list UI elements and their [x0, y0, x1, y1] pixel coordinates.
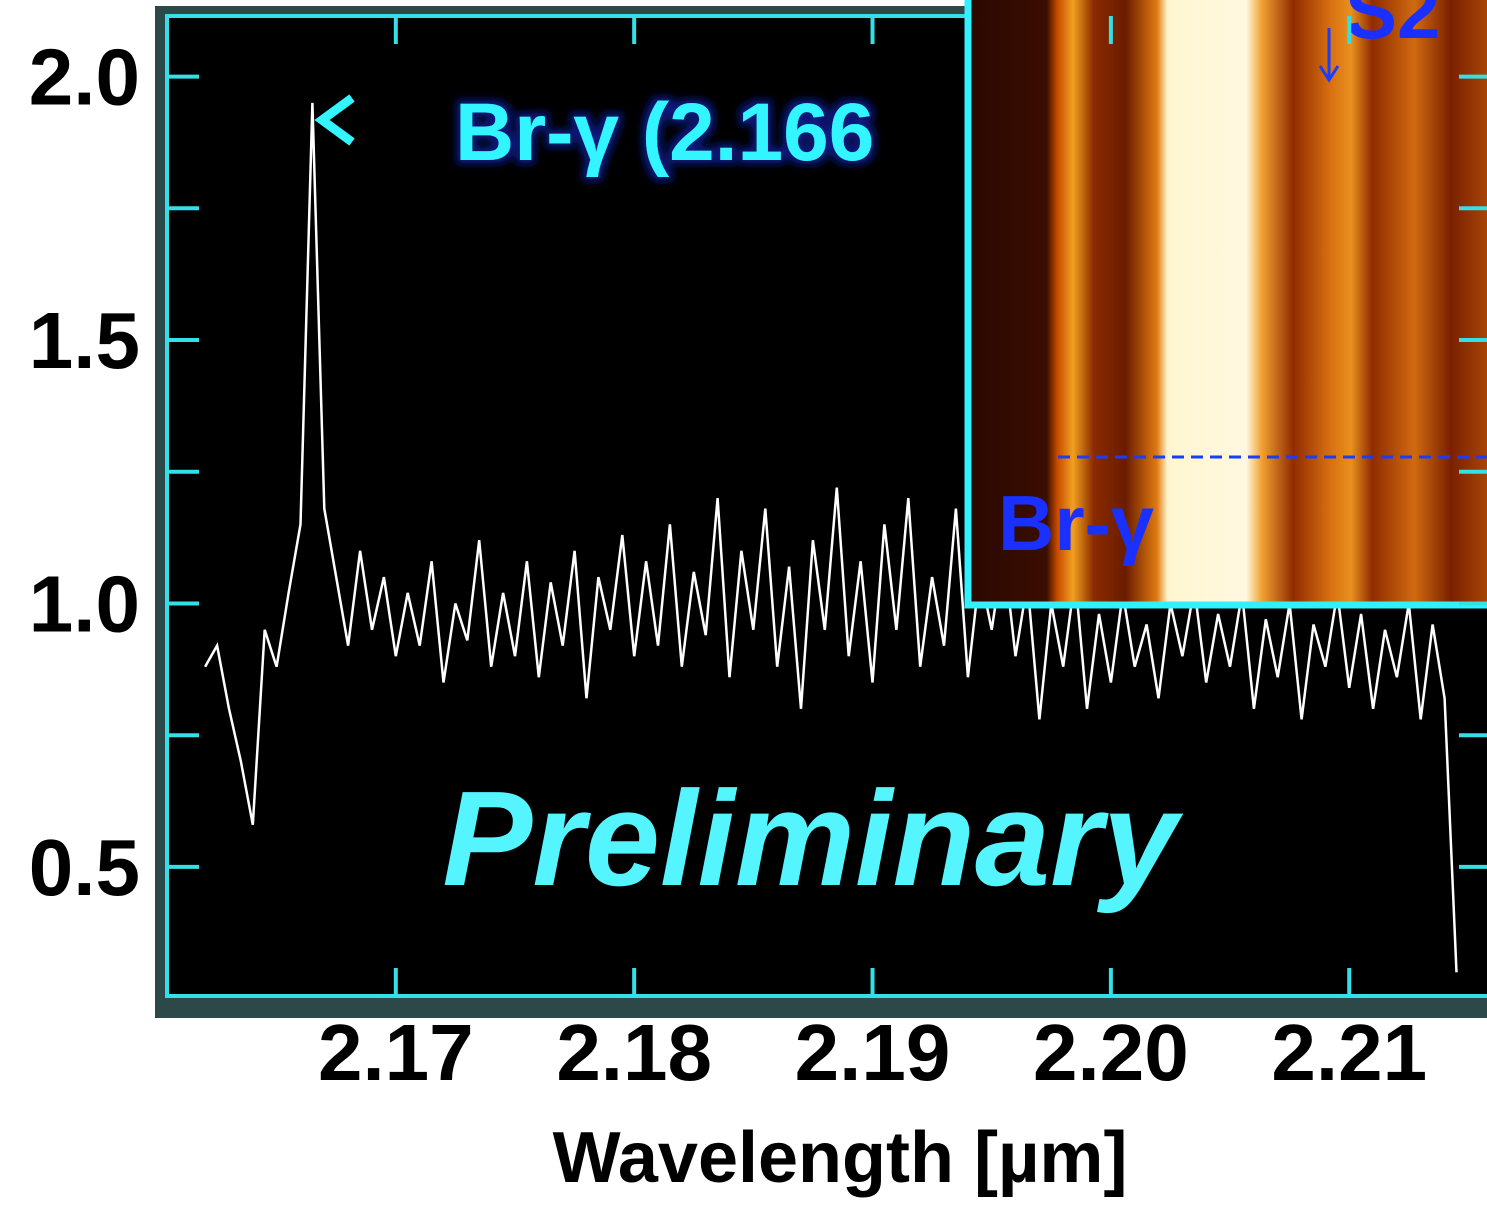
y-tick-label: 1.5 — [29, 296, 140, 385]
y-tick-label: 2.0 — [29, 33, 140, 122]
inset: S2 Br-γ — [964, 0, 1487, 609]
plot — [204, 102, 1458, 973]
annotation-arrowhead — [314, 94, 355, 146]
inset-label: Br-γ — [998, 479, 1155, 567]
x-tick-label: 2.19 — [795, 1008, 951, 1097]
spectrum-line — [204, 102, 1458, 973]
annotation: Br-γ (2.166 — [455, 87, 874, 178]
inset-image — [964, 0, 1487, 609]
inset-label: S2 — [1345, 0, 1440, 55]
y-tick-label: 1.0 — [29, 559, 140, 648]
x-tick-label: 2.17 — [318, 1008, 474, 1097]
y-tick-label: 0.5 — [29, 823, 140, 912]
annotation: Preliminary — [442, 763, 1183, 914]
ticks — [167, 16, 1487, 996]
x-tick-label: 2.18 — [556, 1008, 712, 1097]
x-tick-label: 2.21 — [1271, 1008, 1427, 1097]
inset-arrowhead — [1318, 65, 1340, 83]
x-axis-label: Wavelength [µm] — [553, 1118, 1128, 1198]
x-tick-label: 2.20 — [1033, 1008, 1189, 1097]
